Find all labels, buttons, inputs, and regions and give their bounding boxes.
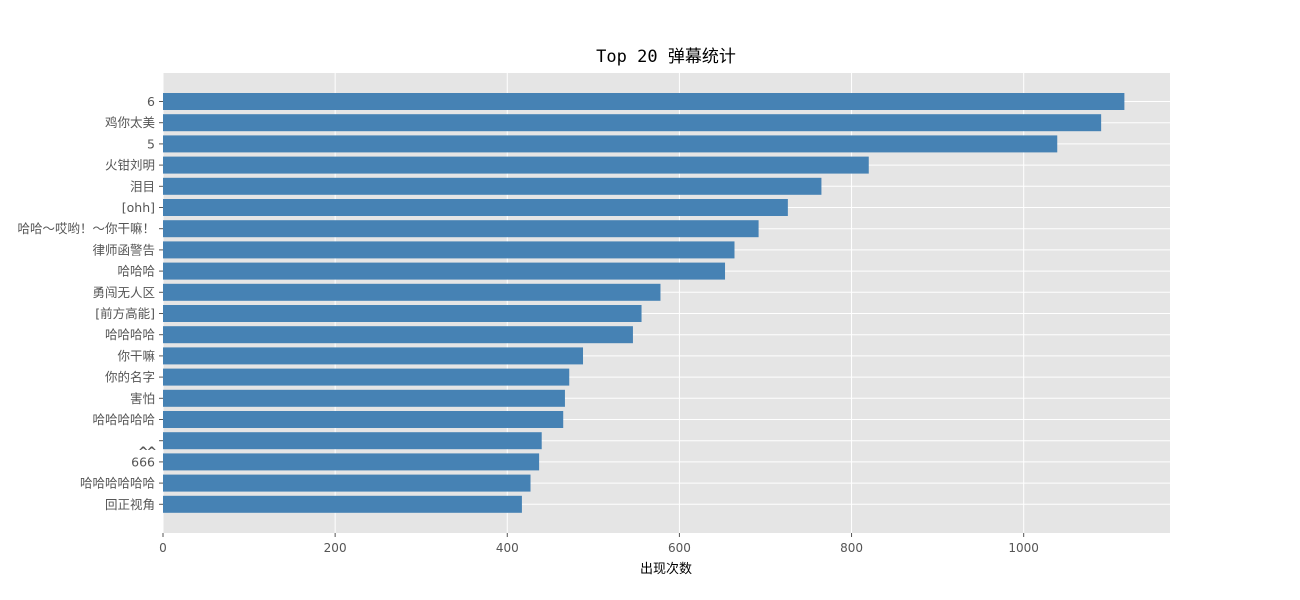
bar xyxy=(163,93,1125,110)
bar xyxy=(163,283,661,301)
y-tick-label: 勇闯无人区 xyxy=(92,285,155,300)
y-tick-label: ^^ xyxy=(138,444,156,459)
y-tick-label: 哈哈～哎哟！～你干嘛！ xyxy=(17,221,155,236)
x-tick-label: 1000 xyxy=(1008,541,1039,555)
bar xyxy=(163,135,1058,153)
bar xyxy=(163,199,788,216)
bar xyxy=(163,432,542,450)
y-tick-label: 5 xyxy=(147,136,155,151)
x-tick-label: 0 xyxy=(159,541,167,555)
y-tick-label: 哈哈哈哈哈哈 xyxy=(80,476,156,491)
x-tick-labels: 0 200 400 600 800 1000 xyxy=(159,533,1039,555)
bar xyxy=(163,305,642,322)
y-tick-label: 回正视角 xyxy=(105,497,155,512)
y-tick-label: [ohh] xyxy=(122,200,155,215)
bar xyxy=(163,262,726,280)
bar xyxy=(163,220,759,238)
y-tick-label: 哈哈哈哈哈 xyxy=(92,412,155,427)
y-tick-label: 666 xyxy=(131,454,155,469)
bar xyxy=(163,389,565,407)
y-tick-label: 鸡你太美 xyxy=(105,115,155,130)
x-tick-label: 800 xyxy=(840,541,863,555)
y-tick-label: 哈哈哈哈 xyxy=(105,327,156,342)
bar xyxy=(163,241,735,259)
x-tick-label: 400 xyxy=(496,541,519,555)
y-tick-label: 你的名字 xyxy=(105,370,155,385)
y-tick-label: 火钳刘明 xyxy=(105,158,155,173)
y-tick-label: 律师函警告 xyxy=(92,242,155,257)
bar xyxy=(163,114,1102,132)
bar xyxy=(163,411,564,428)
bar xyxy=(163,326,633,344)
chart-title: Top 20 弹幕统计 xyxy=(596,47,736,67)
y-tick-label: [前方高能] xyxy=(95,306,155,321)
x-axis-label: 出现次数 xyxy=(640,561,692,577)
bar xyxy=(163,347,584,365)
bars xyxy=(163,93,1125,513)
bar xyxy=(163,368,570,386)
y-tick-label: 害怕 xyxy=(130,391,155,406)
bar xyxy=(163,156,869,174)
y-tick-label: 6 xyxy=(147,94,155,109)
x-tick-label: 600 xyxy=(668,541,691,555)
x-tick-label: 200 xyxy=(324,541,347,555)
bar xyxy=(163,474,531,492)
bar xyxy=(163,453,540,471)
y-tick-label: 泪目 xyxy=(130,179,155,194)
bar xyxy=(163,495,522,513)
y-tick-label: 哈哈哈 xyxy=(117,264,155,279)
bar xyxy=(163,177,822,195)
y-tick-label: 你干嘛 xyxy=(117,348,155,363)
